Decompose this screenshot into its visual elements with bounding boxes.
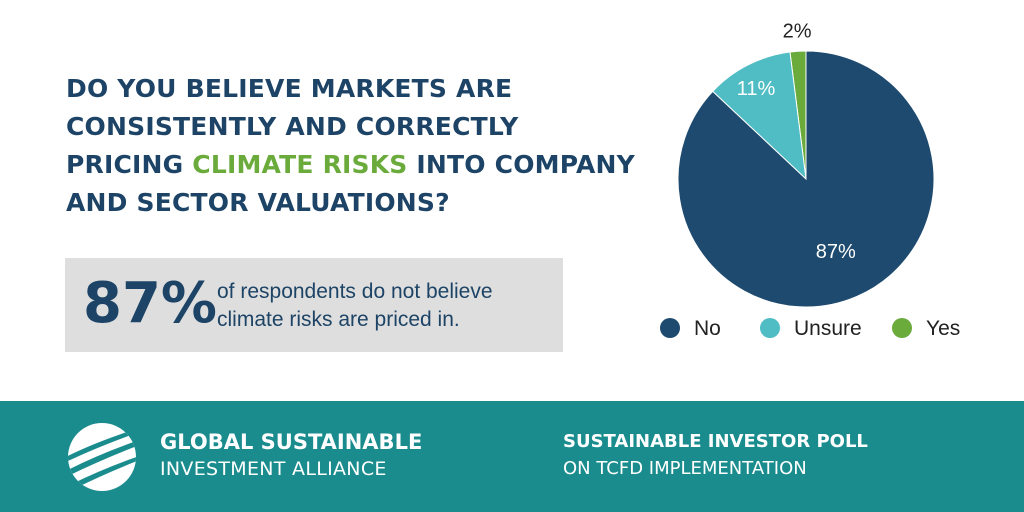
legend-swatch-yes: [892, 318, 912, 338]
stat-line-2: climate risks are priced in.: [217, 308, 460, 331]
legend-item-yes: Yes: [892, 317, 960, 340]
stat-description: of respondents do not believe climate ri…: [217, 278, 557, 334]
question-part2: into company and sector valuations?: [66, 150, 635, 217]
org-name-line-2: INVESTMENT ALLIANCE: [160, 458, 387, 480]
footer-banner: GLOBAL SUSTAINABLE INVESTMENT ALLIANCE S…: [0, 401, 1024, 512]
stat-callout: 87% of respondents do not believe climat…: [65, 258, 563, 352]
poll-question: Do you believe markets are consistently …: [66, 70, 636, 222]
legend-label-yes: Yes: [926, 317, 960, 340]
legend-label-no: No: [694, 317, 721, 340]
question-part1: Do you believe markets are consistently …: [66, 74, 519, 179]
pie-slice-unsure: [711, 51, 807, 181]
question-highlight: Climate Risks: [192, 150, 408, 179]
stat-percent: 87%: [83, 271, 218, 336]
pie-chart: 2% 11% 87% No Unsure Yes: [660, 20, 960, 340]
org-name-line-1: GLOBAL SUSTAINABLE: [160, 430, 423, 454]
pie-slice-no: [677, 50, 935, 308]
pie-label-unsure: 11%: [737, 78, 776, 100]
poll-title: SUSTAINABLE INVESTOR POLL ON TCFD IMPLEM…: [563, 428, 868, 482]
legend-item-no: No: [660, 317, 721, 340]
legend-swatch-no: [660, 318, 680, 338]
poll-title-line-1: SUSTAINABLE INVESTOR POLL: [563, 431, 868, 452]
globe-logo-icon: [68, 423, 136, 491]
legend-item-unsure: Unsure: [760, 317, 862, 340]
legend-label-unsure: Unsure: [794, 317, 862, 340]
poll-title-line-2: ON TCFD IMPLEMENTATION: [563, 458, 807, 479]
legend-swatch-unsure: [760, 318, 780, 338]
pie-label-no: 87%: [816, 241, 856, 263]
stat-line-1: of respondents do not believe: [217, 280, 493, 303]
org-name: GLOBAL SUSTAINABLE INVESTMENT ALLIANCE: [160, 428, 422, 482]
pie-label-yes: 2%: [783, 20, 812, 42]
